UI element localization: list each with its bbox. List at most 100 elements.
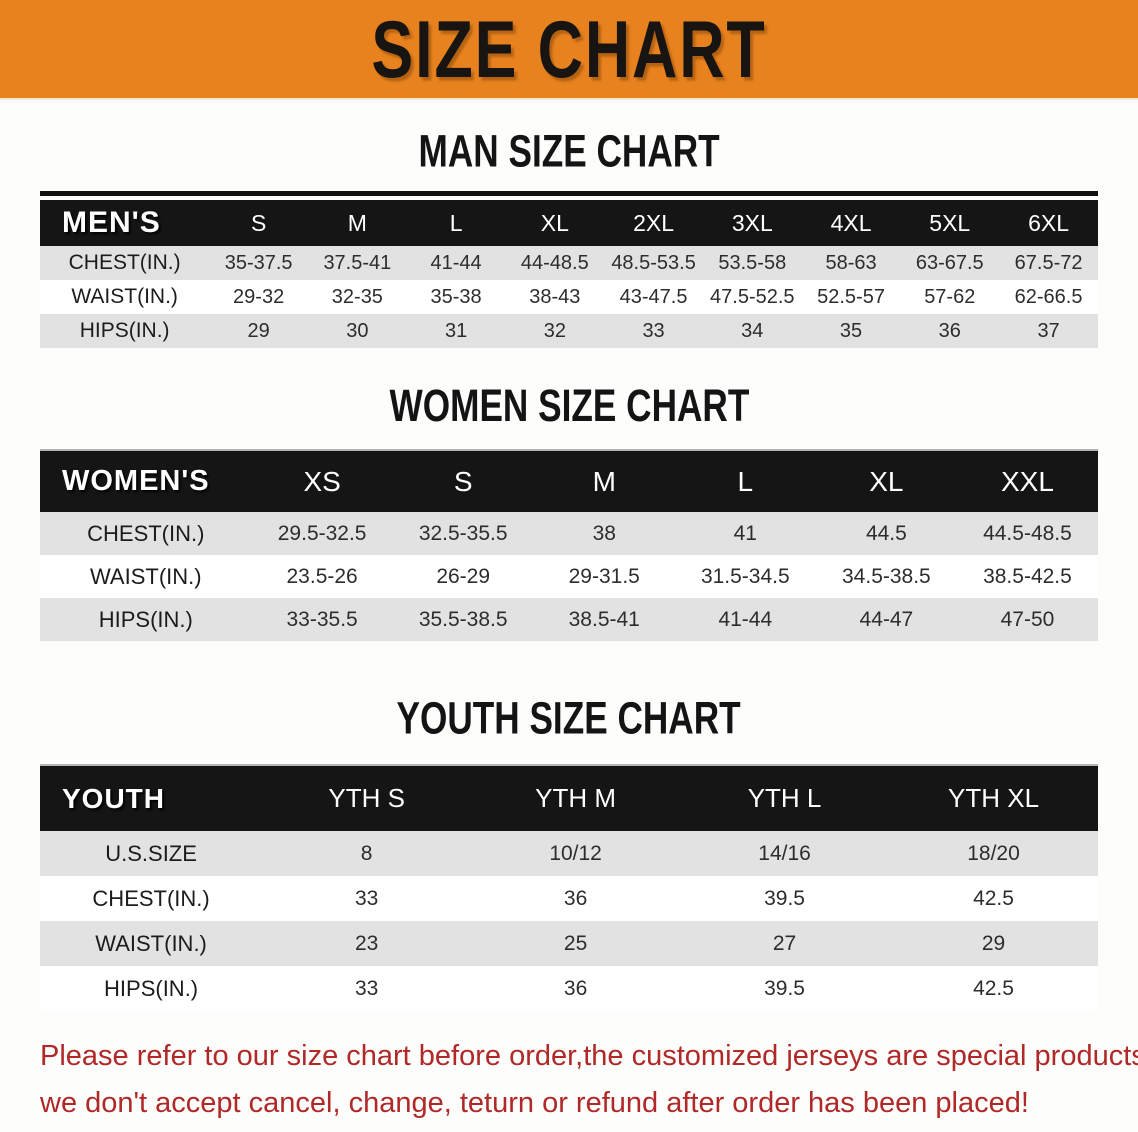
size-column-header: 3XL — [731, 209, 773, 236]
size-value-cell: 29-32 — [233, 285, 285, 308]
man-size-table: MEN'S S M L XL 2XL 3XL 4XL 5XL 6XL CHEST(IN.) 35-37… — [40, 200, 1098, 348]
size-value-cell: 63-67.5 — [915, 251, 984, 274]
size-column-header: YTH S — [328, 783, 405, 813]
size-column-header: M — [347, 209, 367, 236]
row-label: HIPS(IN.) — [104, 975, 199, 1001]
size-column-header: YTH XL — [948, 783, 1040, 813]
row-label: WAIST(IN.) — [95, 930, 207, 956]
man-size-chart-heading: MAN SIZE CHART — [418, 126, 720, 178]
size-column-header: 2XL — [633, 209, 675, 236]
size-value-cell: 33 — [354, 976, 379, 1000]
table-row: CHEST(IN.) 33 36 39.5 42.5 — [40, 876, 1098, 921]
size-value-cell: 32 — [543, 319, 566, 342]
size-value-cell: 53.5-58 — [718, 251, 787, 274]
women-size-chart-section: WOMEN SIZE CHART WOMEN'S XS S M L XL XXL CHEST(… — [0, 348, 1138, 641]
size-value-cell: 29.5-32.5 — [277, 521, 367, 545]
size-column-header: 4XL — [830, 209, 872, 236]
table-header-row: MEN'S S M L XL 2XL 3XL 4XL 5XL 6XL — [40, 200, 1098, 246]
row-label: CHEST(IN.) — [92, 885, 210, 911]
size-value-cell: 29-31.5 — [568, 564, 640, 588]
size-value-cell: 30 — [346, 319, 369, 342]
table-row: U.S.SIZE 8 10/12 14/16 18/20 — [40, 831, 1098, 876]
size-value-cell: 35-37.5 — [224, 251, 293, 274]
size-value-cell: 34.5-38.5 — [842, 564, 931, 588]
size-column-header: XXL — [1000, 465, 1054, 497]
size-chart-banner: SIZE CHART — [0, 0, 1138, 100]
size-column-header: S — [453, 465, 473, 497]
size-value-cell: 32.5-35.5 — [418, 521, 508, 545]
table-row: WAIST(IN.) 29-32 32-35 35-38 38-43 43-47.5 47.… — [40, 280, 1098, 314]
table-header-row: YOUTH YTH S YTH M YTH L YTH XL — [40, 765, 1098, 831]
size-value-cell: 47-50 — [1000, 607, 1055, 631]
size-value-cell: 42.5 — [973, 886, 1014, 910]
size-value-cell: 42.5 — [973, 976, 1014, 1000]
size-value-cell: 38 — [592, 521, 616, 545]
size-column-header: XL — [540, 209, 569, 236]
size-value-cell: 38.5-42.5 — [983, 564, 1072, 588]
size-value-cell: 33-35.5 — [286, 607, 358, 631]
size-column-header: XL — [869, 465, 904, 497]
size-value-cell: 23.5-26 — [286, 564, 358, 588]
size-value-cell: 41 — [733, 521, 757, 545]
youth-size-chart-section: YOUTH SIZE CHART YOUTH YTH S YTH M YTH L YTH… — [0, 641, 1138, 1011]
size-value-cell: 10/12 — [549, 841, 602, 865]
size-value-cell: 41-44 — [718, 607, 773, 631]
size-value-cell: 39.5 — [764, 886, 805, 910]
size-column-header: YTH M — [535, 783, 617, 813]
size-value-cell: 35.5-38.5 — [418, 607, 508, 631]
size-column-header: L — [449, 209, 463, 236]
table-row: WAIST(IN.) 23 25 27 29 — [40, 921, 1098, 966]
women-size-table-wrap: WOMEN'S XS S M L XL XXL CHEST(IN.) 29.5-32.5 32.5… — [40, 449, 1098, 641]
table-row: HIPS(IN.) 33-35.5 35.5-38.5 38.5-41 41-44 44-… — [40, 598, 1098, 641]
youth-size-chart-heading: YOUTH SIZE CHART — [396, 693, 742, 745]
size-value-cell: 18/20 — [967, 841, 1020, 865]
size-value-cell: 33 — [642, 319, 665, 342]
size-value-cell: 31 — [444, 319, 468, 342]
size-value-cell: 36 — [563, 886, 588, 910]
size-value-cell: 57-62 — [924, 285, 976, 308]
size-value-cell: 38.5-41 — [568, 607, 640, 631]
disclaimer-line-2: we don't accept cancel, change, teturn o… — [40, 1087, 1029, 1119]
row-label: WAIST(IN.) — [89, 563, 202, 589]
size-column-header: L — [737, 465, 754, 497]
table-row: CHEST(IN.) 29.5-32.5 32.5-35.5 38 41 44.5 44.5… — [40, 512, 1098, 555]
size-value-cell: 44-48.5 — [520, 251, 589, 274]
size-value-cell: 39.5 — [764, 976, 805, 1000]
order-disclaimer: Please refer to our size chart before or… — [40, 1033, 1138, 1127]
table-row: HIPS(IN.) 29 30 31 32 33 34 35 36 37 — [40, 314, 1098, 348]
youth-size-table-wrap: YOUTH YTH S YTH M YTH L YTH XL U.S.SIZE 8 10/12… — [40, 764, 1098, 1011]
man-size-chart-section: MAN SIZE CHART MEN'S S M L XL 2XL 3XL 4XL 5XL 6XL… — [0, 100, 1138, 348]
size-value-cell: 47.5-52.5 — [710, 285, 795, 308]
row-label: HIPS(IN.) — [79, 319, 170, 342]
row-label: HIPS(IN.) — [98, 606, 193, 632]
size-value-cell: 44.5-48.5 — [983, 521, 1072, 545]
size-value-cell: 36 — [563, 976, 588, 1000]
size-value-cell: 35-38 — [430, 285, 482, 308]
size-value-cell: 27 — [772, 931, 797, 955]
size-value-cell: 29 — [247, 319, 270, 342]
size-column-header: XS — [303, 465, 341, 497]
size-value-cell: 37 — [1037, 319, 1060, 342]
size-column-header: M — [592, 465, 616, 497]
size-value-cell: 29 — [981, 931, 1006, 955]
table-corner-label: YOUTH — [62, 782, 165, 814]
table-header-row: WOMEN'S XS S M L XL XXL — [40, 450, 1098, 512]
size-column-header: 5XL — [929, 209, 971, 236]
size-value-cell: 43-47.5 — [619, 285, 688, 308]
size-column-header: 6XL — [1028, 209, 1070, 236]
youth-size-table: YOUTH YTH S YTH M YTH L YTH XL U.S.SIZE 8 10/12… — [40, 764, 1098, 1011]
size-value-cell: 32-35 — [331, 285, 383, 308]
table-corner-label: WOMEN'S — [62, 465, 210, 497]
disclaimer-line-1: Please refer to our size chart before or… — [40, 1040, 1138, 1072]
size-value-cell: 8 — [360, 841, 373, 865]
size-value-cell: 33 — [354, 886, 379, 910]
size-value-cell: 41-44 — [430, 251, 482, 274]
size-value-cell: 44.5 — [865, 521, 907, 545]
size-value-cell: 36 — [938, 319, 961, 342]
size-value-cell: 23 — [354, 931, 379, 955]
size-value-cell: 14/16 — [758, 841, 811, 865]
man-size-table-wrap: MEN'S S M L XL 2XL 3XL 4XL 5XL 6XL CHEST(IN.) 35-37… — [40, 191, 1098, 348]
table-row: CHEST(IN.) 35-37.5 37.5-41 41-44 44-48.5 48.5… — [40, 246, 1098, 280]
women-size-table: WOMEN'S XS S M L XL XXL CHEST(IN.) 29.5-32.5 32.5… — [40, 449, 1098, 641]
size-value-cell: 48.5-53.5 — [611, 251, 696, 274]
